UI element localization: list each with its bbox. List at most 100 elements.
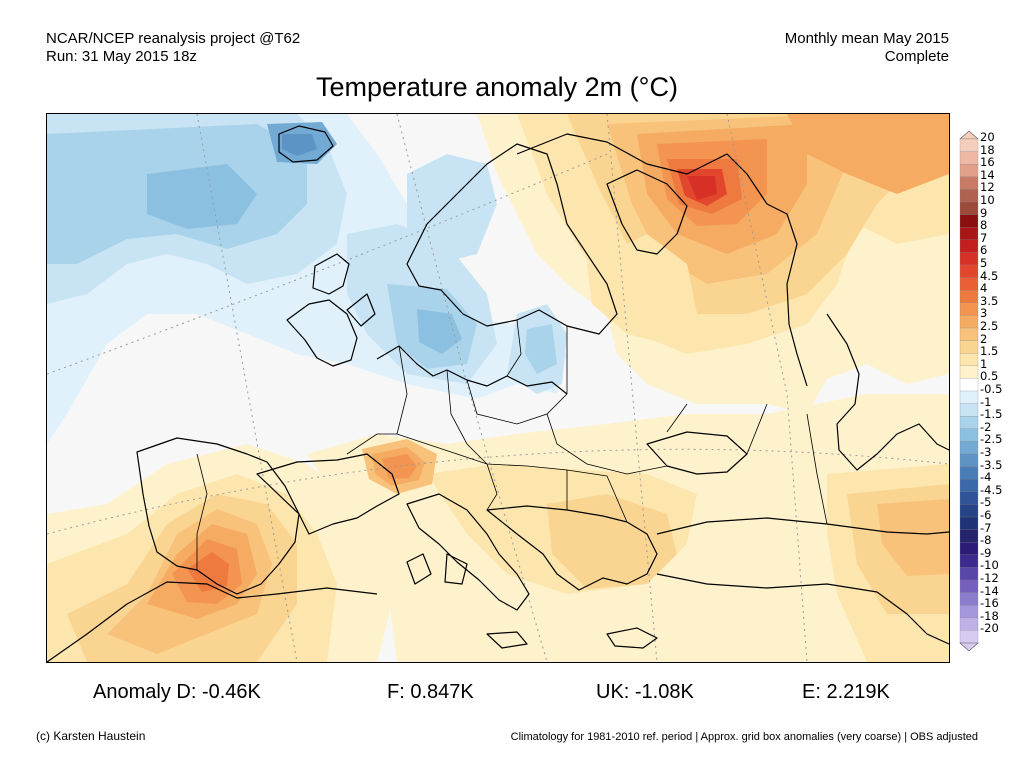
colorbar-label: 2 <box>980 331 988 346</box>
colorbar-swatch <box>959 617 979 631</box>
colorbar-swatch <box>959 605 979 619</box>
colorbar-swatches <box>959 131 979 651</box>
colorbar-swatch <box>959 516 979 531</box>
colorbar-label: -5 <box>980 495 992 510</box>
colorbar-label: -10 <box>980 558 999 573</box>
status-label: Complete <box>884 48 949 65</box>
colorbar-label: -3.5 <box>980 457 1003 472</box>
colorbar-swatch <box>959 227 979 241</box>
map-title: Temperature anomaly 2m (°C) <box>316 72 678 102</box>
colorbar-swatch <box>959 390 979 405</box>
colorbar-label: 7 <box>980 230 988 245</box>
colorbar-label: 14 <box>980 167 995 182</box>
colorbar-label: 6 <box>980 243 988 258</box>
colorbar-label: 1.5 <box>980 344 999 359</box>
colorbar-swatch <box>959 491 979 505</box>
header-left: NCAR/NCEP reanalysis project @T62 Run: 3… <box>46 30 300 66</box>
colorbar-label: -9 <box>980 545 992 560</box>
stat-uk: UK: -1.08K <box>596 681 694 703</box>
colorbar-swatch <box>959 479 979 493</box>
colorbar-label: -2 <box>980 419 992 434</box>
colorbar-label: 9 <box>980 205 988 220</box>
colorbar-swatch <box>959 403 979 417</box>
colorbar-legend: 20 18 16 14 12 10 9 8 7 6 5 4.5 4 3.5 3 2.5 2 1.5 1 0.5 -0.5… <box>958 131 1018 651</box>
colorbar-label: -12 <box>980 571 999 585</box>
colorbar-swatch <box>959 340 979 354</box>
stat-e: E: 2.219K <box>802 681 890 703</box>
colorbar-swatch <box>959 239 979 253</box>
colorbar-swatch <box>959 579 979 594</box>
colorbar-label: 0.5 <box>980 369 999 384</box>
colorbar-swatch <box>959 164 979 178</box>
colorbar-label: -8 <box>980 533 992 548</box>
colorbar-swatch <box>959 189 979 203</box>
colorbar-label: -1.5 <box>980 407 1003 422</box>
colorbar-label: -16 <box>980 596 999 611</box>
colorbar-swatch <box>959 630 979 644</box>
colorbar-label: -3 <box>980 445 992 459</box>
colorbar-label: 16 <box>980 155 995 170</box>
stat-f: F: 0.847K <box>387 681 474 703</box>
country-borders <box>196 319 828 570</box>
colorbar-swatch <box>959 201 979 216</box>
header-right: Monthly mean May 2015 Complete <box>785 30 949 66</box>
colorbar-swatch <box>959 290 979 304</box>
colorbar-swatch <box>959 504 979 518</box>
colorbar-label: -0.5 <box>980 382 1003 396</box>
colorbar-label: -1 <box>980 394 992 409</box>
colorbar-swatch <box>959 264 979 279</box>
colorbar-swatch <box>959 592 979 606</box>
colorbar-label: 8 <box>980 218 988 233</box>
colorbar-swatch <box>959 302 979 316</box>
colorbar-label: 4 <box>980 281 988 296</box>
colorbar-label: -4.5 <box>980 482 1003 497</box>
colorbar-label: 20 <box>980 130 995 144</box>
colorbar-swatch <box>959 277 979 291</box>
colorbar-top-arrow <box>959 131 979 140</box>
colorbar-label: 10 <box>980 193 995 207</box>
colorbar-swatch <box>959 138 979 153</box>
colorbar-swatch <box>959 214 979 228</box>
colorbar-swatch <box>959 378 979 392</box>
period-label: Monthly mean May 2015 <box>784 30 949 47</box>
footer-note: Climatology for 1981-2010 ref. period | … <box>510 731 978 743</box>
colorbar-swatch <box>959 542 979 556</box>
anomaly-map-canvas <box>47 114 949 662</box>
colorbar-swatch <box>959 453 979 468</box>
colorbar-swatch <box>959 176 979 190</box>
colorbar-label: 3 <box>980 306 988 321</box>
colorbar-swatch <box>959 428 979 442</box>
colorbar-swatch <box>959 252 979 266</box>
colorbar-label: 12 <box>980 180 995 195</box>
colorbar-swatch <box>959 441 979 455</box>
colorbar-swatch <box>959 365 979 379</box>
colorbar-swatch <box>959 567 979 581</box>
colorbar-swatch <box>959 466 979 480</box>
colorbar-label: 4.5 <box>980 268 999 283</box>
colorbar-label: 2.5 <box>980 319 999 333</box>
colorbar-swatch <box>959 416 979 430</box>
run-label: Run: 31 May 2015 18z <box>46 48 197 65</box>
colorbar-swatch <box>959 327 979 342</box>
colorbar-swatch <box>959 315 979 329</box>
colorbar-label: -7 <box>980 520 992 535</box>
footer-credit: (c) Karsten Haustein <box>36 729 146 743</box>
colorbar-label: -18 <box>980 608 999 623</box>
colorbar-label: -14 <box>980 583 999 598</box>
colorbar-label: -4 <box>980 470 992 485</box>
project-label: NCAR/NCEP reanalysis project @T62 <box>46 30 301 47</box>
colorbar-swatch <box>959 554 979 568</box>
colorbar-label: -6 <box>980 508 992 522</box>
colorbar-swatch <box>959 151 979 165</box>
colorbar-label: 3.5 <box>980 293 999 308</box>
colorbar-label: -20 <box>980 621 999 636</box>
colorbar-swatch <box>959 529 979 543</box>
anomaly-stats: Anomaly D: -0.46K F: 0.847K UK: -1.08K E… <box>0 681 1024 705</box>
colorbar-label: 5 <box>980 256 988 270</box>
colorbar-label: -2.5 <box>980 432 1003 447</box>
colorbar-bottom-arrow <box>959 642 979 651</box>
stat-anomaly-d: Anomaly D: -0.46K <box>93 681 261 703</box>
warm-anomaly-areas <box>47 114 949 662</box>
colorbar-label: 1 <box>980 356 988 371</box>
anomaly-map <box>46 113 950 663</box>
